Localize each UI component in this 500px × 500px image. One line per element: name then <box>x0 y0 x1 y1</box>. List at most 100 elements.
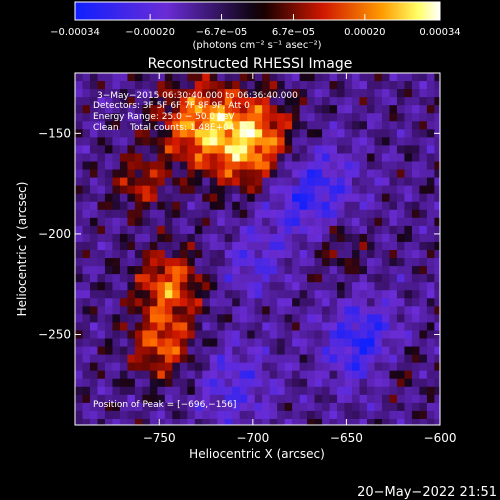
heatmap-cell <box>314 314 323 323</box>
heatmap-cell <box>344 306 353 315</box>
heatmap-cell <box>434 73 440 82</box>
heatmap-cell <box>329 225 338 235</box>
heatmap-cell <box>434 161 440 170</box>
heatmap-cell <box>396 290 405 299</box>
heatmap-cell <box>352 233 360 243</box>
heatmap-cell <box>277 282 285 291</box>
heatmap-cell <box>75 153 83 162</box>
heatmap-cell <box>307 362 315 371</box>
heatmap-cell <box>284 161 293 170</box>
heatmap-cell <box>314 386 323 396</box>
heatmap-cell <box>247 209 255 219</box>
heatmap-cell <box>277 137 285 146</box>
heatmap-cell <box>127 418 136 425</box>
heatmap-cell <box>134 81 143 90</box>
heatmap-cell <box>172 185 181 194</box>
heatmap-cell <box>367 290 375 299</box>
heatmap-cell <box>404 282 413 291</box>
heatmap-cell <box>247 153 255 162</box>
heatmap-cell <box>411 225 420 235</box>
heatmap-cell <box>104 121 113 130</box>
heatmap-cell <box>112 209 121 219</box>
heatmap-cell <box>82 370 91 380</box>
heatmap-cell <box>112 378 121 388</box>
heatmap-cell <box>254 290 263 299</box>
heatmap-cell <box>374 105 383 114</box>
heatmap-cell <box>224 322 233 331</box>
heatmap-cell <box>75 113 83 122</box>
heatmap-cell <box>389 282 398 291</box>
heatmap-cell <box>224 153 233 162</box>
heatmap-cell <box>322 113 330 122</box>
heatmap-cell <box>172 161 181 170</box>
heatmap-cell <box>209 346 218 355</box>
heatmap-cell <box>209 290 218 299</box>
heatmap-cell <box>262 89 270 98</box>
heatmap-cell <box>352 394 360 404</box>
heatmap-cell <box>359 217 368 227</box>
heatmap-cell <box>374 418 383 425</box>
heatmap-cell <box>307 314 315 323</box>
heatmap-cell <box>194 282 203 291</box>
heatmap-cell <box>277 241 285 251</box>
heatmap-cell <box>149 298 158 307</box>
heatmap-cell <box>419 209 428 219</box>
heatmap-cell <box>434 274 440 283</box>
heatmap-cell <box>367 217 375 227</box>
heatmap-cell <box>404 201 413 211</box>
heatmap-cell <box>352 386 360 396</box>
heatmap-cell <box>119 322 128 331</box>
heatmap-cell <box>149 241 158 251</box>
heatmap-cell <box>284 314 293 323</box>
heatmap-cell <box>202 73 211 82</box>
heatmap-cell <box>82 282 91 291</box>
heatmap-cell <box>202 290 211 299</box>
heatmap-cell <box>239 129 248 138</box>
heatmap-cell <box>359 81 368 90</box>
heatmap-cell <box>299 105 308 114</box>
heatmap-cell <box>277 177 285 186</box>
heatmap-cell <box>127 402 136 412</box>
heatmap-cell <box>434 298 440 307</box>
heatmap-cell <box>269 322 278 331</box>
heatmap-cell <box>314 81 323 90</box>
heatmap-cell <box>89 185 98 194</box>
heatmap-cell <box>82 145 91 154</box>
heatmap-cell <box>262 137 270 146</box>
heatmap-cell <box>202 153 211 162</box>
heatmap-cell <box>329 105 338 114</box>
heatmap-cell <box>179 402 188 412</box>
heatmap-cell <box>314 266 323 275</box>
heatmap-cell <box>381 201 390 211</box>
heatmap-cell <box>419 306 428 315</box>
heatmap-cell <box>322 362 330 371</box>
heatmap-cell <box>322 330 330 339</box>
heatmap-cell <box>284 185 293 194</box>
heatmap-cell <box>359 137 368 146</box>
heatmap-cell <box>389 153 398 162</box>
heatmap-cell <box>164 113 173 122</box>
heatmap-cell <box>299 193 308 203</box>
heatmap-cell <box>179 233 188 243</box>
heatmap-cell <box>164 145 173 154</box>
heatmap-cell <box>224 241 233 251</box>
heatmap-cell <box>104 354 113 363</box>
heatmap-cell <box>202 121 211 130</box>
heatmap-cell <box>149 330 158 339</box>
heatmap-cell <box>337 346 345 355</box>
heatmap-cell <box>112 298 121 307</box>
heatmap-cell <box>396 322 405 331</box>
heatmap-cell <box>134 185 143 194</box>
heatmap-cell <box>396 121 405 130</box>
heatmap-cell <box>224 81 233 90</box>
heatmap-cell <box>254 330 263 339</box>
heatmap-cell <box>164 177 173 186</box>
heatmap-cell <box>172 121 181 130</box>
heatmap-cell <box>194 266 203 275</box>
heatmap-cell <box>374 282 383 291</box>
heatmap-cell <box>337 217 345 227</box>
heatmap-cell <box>239 346 248 355</box>
heatmap-cell <box>157 209 166 219</box>
heatmap-cell <box>374 209 383 219</box>
heatmap-cell <box>374 225 383 235</box>
